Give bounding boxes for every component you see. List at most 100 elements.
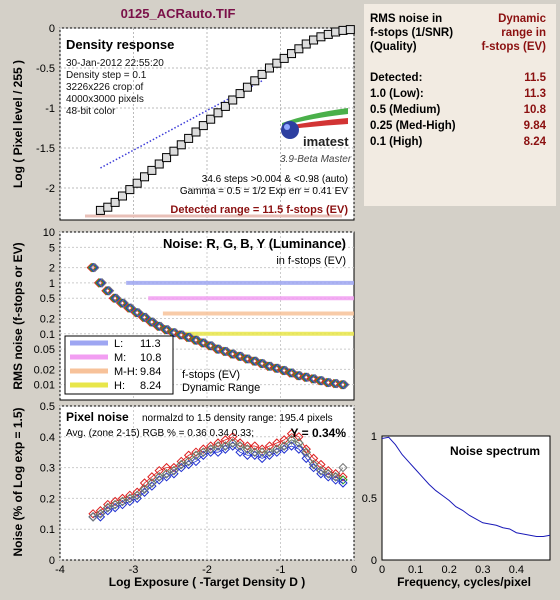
density-info-line: 48-bit color xyxy=(66,106,116,117)
noise-marker xyxy=(271,363,281,373)
summary-header-line: f-stops (EV) xyxy=(481,41,546,53)
density-y-tick-label: -1.5 xyxy=(36,143,55,155)
pixel-marker xyxy=(205,444,216,454)
noise-marker xyxy=(287,368,297,378)
pixel-marker xyxy=(88,509,98,519)
noise-marker xyxy=(314,375,324,386)
summary-header-line: (Quality) xyxy=(370,41,417,53)
noise-marker xyxy=(183,332,193,343)
summary-row-med-high: 0.25 (Med-High) 9.84 xyxy=(370,120,546,134)
noise-subtitle: in f-stops (EV) xyxy=(276,255,346,267)
pixel-marker xyxy=(213,441,223,451)
noise-marker xyxy=(153,321,164,332)
noise-marker xyxy=(133,307,143,318)
pixel-marker xyxy=(272,438,282,448)
spectrum-plot-area xyxy=(381,435,551,561)
pixel-marker xyxy=(103,499,113,510)
pixel-marker xyxy=(330,469,341,479)
pixel-marker xyxy=(169,462,179,473)
pixel-marker xyxy=(316,465,326,476)
noise-marker xyxy=(193,335,203,345)
spectrum-x-tick-label: 0.2 xyxy=(442,564,457,576)
noise-marker xyxy=(185,332,196,343)
pixel-marker xyxy=(272,444,282,454)
density-marker xyxy=(242,82,252,92)
pixel-marker xyxy=(338,478,348,488)
spectrum-x-ticks: 0 0.1 0.2 0.3 0.4 xyxy=(379,564,524,576)
density-marker xyxy=(287,49,297,59)
spectrum-y-ticks: 00.51 xyxy=(362,431,377,567)
pixel-marker xyxy=(286,435,297,445)
pixel-x-tick-label: -1 xyxy=(276,564,286,576)
density-marker xyxy=(338,25,348,35)
noise-marker xyxy=(340,379,350,390)
pixel-marker xyxy=(279,441,289,451)
pixel-marker xyxy=(103,502,113,513)
pixel-marker xyxy=(228,438,238,448)
legend-item-low: L: 11.3 xyxy=(70,338,161,350)
pixel-marker xyxy=(294,432,304,442)
pixel-marker xyxy=(242,444,253,454)
density-info-line: 4000x3000 pixels xyxy=(66,94,144,105)
pixel-marker xyxy=(183,450,194,460)
density-marker xyxy=(331,27,341,37)
version-text: 3.9-Beta Master xyxy=(280,154,352,165)
noise-dr-lines xyxy=(126,280,354,336)
noise-markers xyxy=(86,262,350,390)
pixel-marker xyxy=(316,459,326,470)
summary-row-high: 0.1 (High) 8.24 xyxy=(370,136,546,150)
pixel-marker xyxy=(213,447,223,457)
density-marker xyxy=(103,202,113,212)
noise-marker xyxy=(249,356,259,366)
noise-marker xyxy=(204,341,214,351)
noise-marker xyxy=(300,372,311,382)
noise-y-tick-label: 10 xyxy=(43,227,55,239)
pixel-x-tick-label: -2 xyxy=(202,564,212,576)
density-title: Density response xyxy=(66,37,174,52)
summary-row-detected: Detected: 11.5 xyxy=(370,72,546,86)
noise-marker xyxy=(182,332,192,343)
pixel-y-tick-label: 0.1 xyxy=(40,524,55,536)
spectrum-y-tick-label: 1 xyxy=(371,431,377,443)
density-detected-range: Detected range = 11.5 f-stops (EV) xyxy=(170,204,348,216)
noise-marker xyxy=(175,330,186,340)
density-marker xyxy=(250,76,260,86)
noise-marker xyxy=(308,374,318,384)
pixel-x-tick-label: -3 xyxy=(129,564,139,576)
noise-y-tick-label: 1 xyxy=(49,278,55,290)
noise-marker xyxy=(222,346,232,357)
noise-marker xyxy=(218,346,229,357)
window-title: 0125_ACRauto.TIF xyxy=(120,6,236,21)
summary-row-low: 1.0 (Low): 11.3 xyxy=(370,88,546,102)
pixel-y-tick-label: 0.4 xyxy=(40,432,55,444)
summary-row-medium: 0.5 (Medium) 10.8 xyxy=(370,104,546,118)
pixel-marker xyxy=(161,462,172,473)
noise-marker xyxy=(205,341,215,351)
pixel-marker xyxy=(117,493,128,504)
noise-marker xyxy=(200,338,210,348)
noise-marker xyxy=(329,378,339,389)
legend-value: 11.3 xyxy=(140,338,161,350)
noise-marker xyxy=(299,372,310,382)
pixel-marker xyxy=(169,465,179,476)
legend-value: 10.8 xyxy=(140,352,161,364)
noise-marker xyxy=(125,303,136,313)
density-marker xyxy=(309,35,319,45)
summary-header-right: Dynamic range in f-stops (EV) xyxy=(481,12,546,54)
noise-marker xyxy=(177,330,187,340)
noise-marker xyxy=(235,351,246,362)
pixel-marker xyxy=(264,447,275,457)
pixel-marker xyxy=(338,475,348,485)
noise-marker xyxy=(93,278,104,288)
noise-marker xyxy=(242,354,252,364)
noise-marker xyxy=(322,377,333,388)
pixel-marker xyxy=(257,447,267,457)
pixel-marker xyxy=(110,499,120,510)
summary-header-line: range in xyxy=(501,27,546,39)
pixel-marker xyxy=(161,469,172,479)
density-y-tick-label: -2 xyxy=(45,183,55,195)
pixel-marker xyxy=(294,438,304,448)
spectrum-x-tick-label: 0.4 xyxy=(509,564,524,576)
pixel-marker xyxy=(191,450,201,460)
